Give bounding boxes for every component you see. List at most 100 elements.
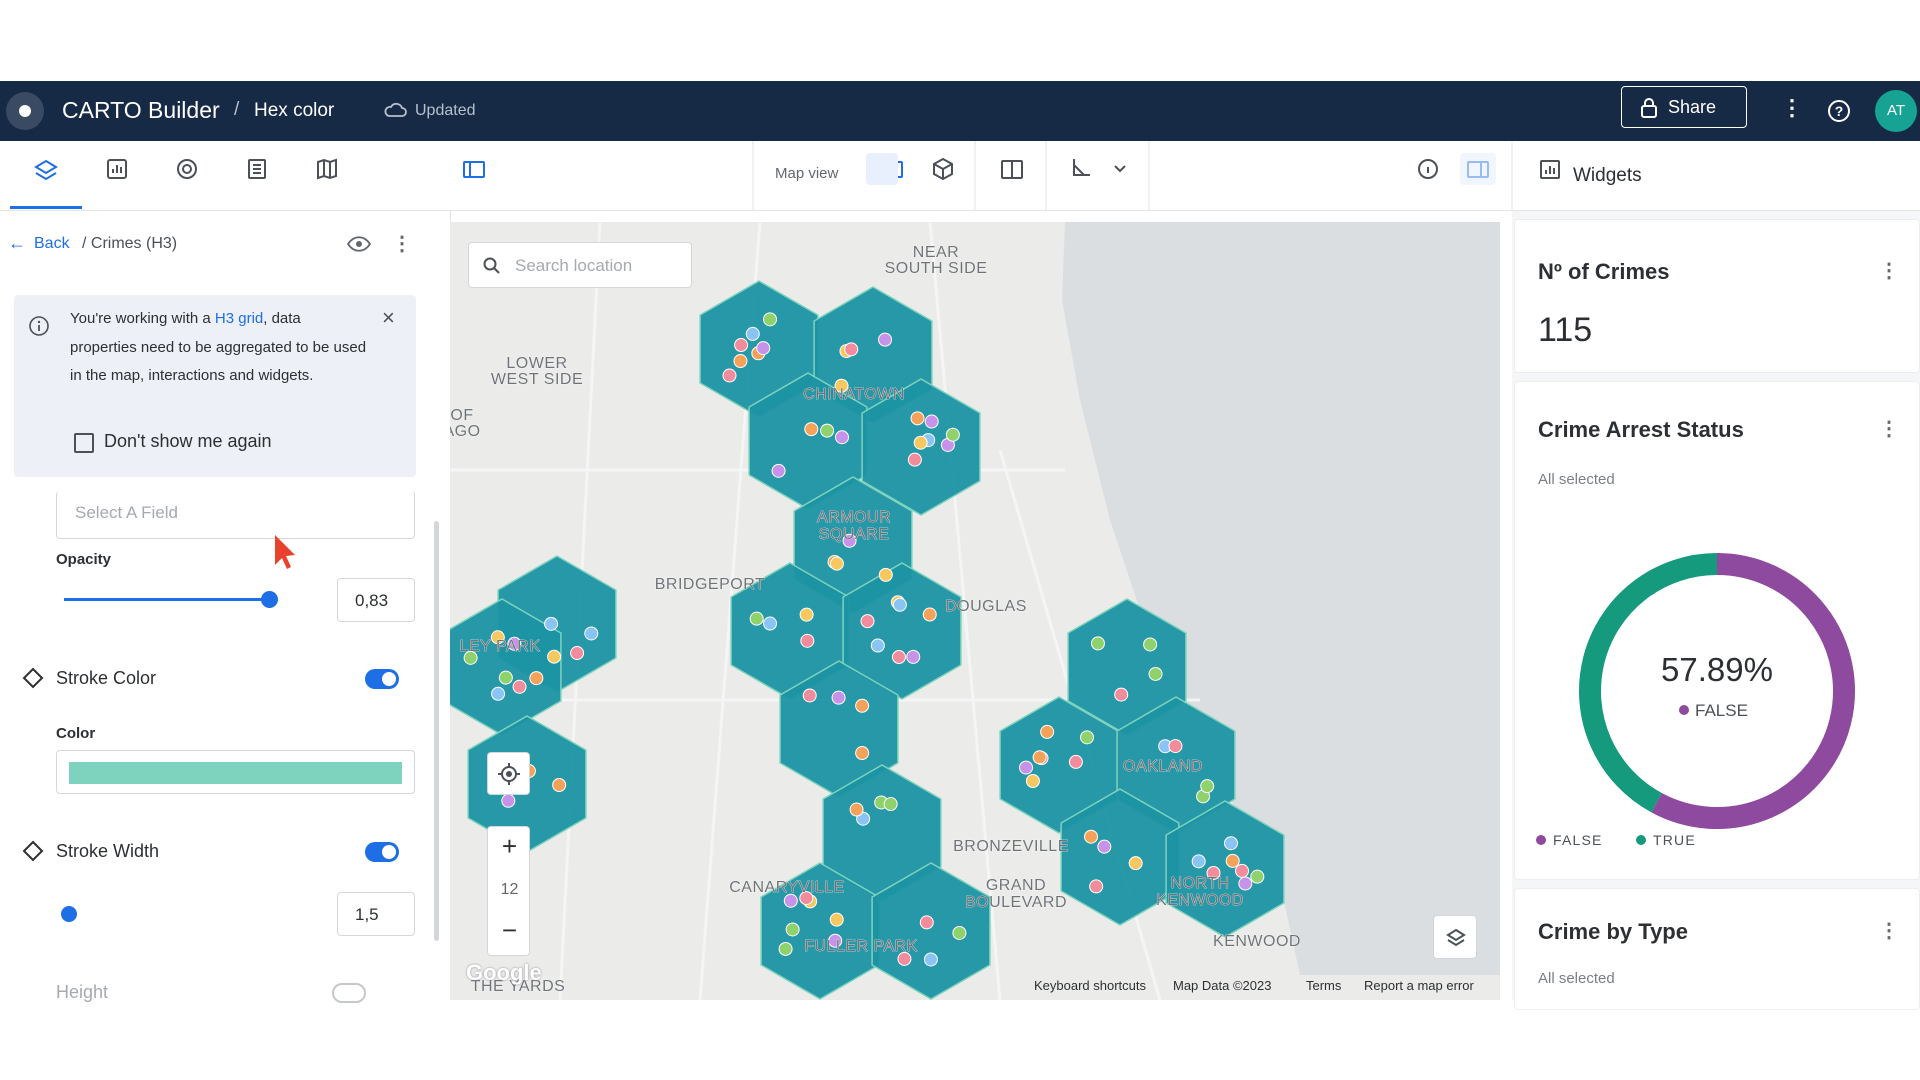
close-notice[interactable]: × [382, 305, 395, 330]
color-swatch [69, 762, 402, 784]
hex-cell [842, 562, 962, 700]
crime-point [1143, 637, 1158, 652]
crime-point [910, 411, 925, 426]
field-placeholder: Select A Field [75, 503, 179, 522]
widget-menu[interactable]: ⋮ [1879, 260, 1899, 282]
crime-point [783, 893, 798, 908]
field-select[interactable]: Select A Field [56, 491, 415, 539]
back-link[interactable]: Back [34, 235, 70, 252]
avatar[interactable]: AT [1875, 90, 1917, 132]
color-input[interactable] [56, 750, 415, 794]
crime-point [1090, 636, 1105, 651]
help-icon[interactable]: ? [1826, 98, 1852, 124]
crime-point [1191, 854, 1206, 869]
widget-menu[interactable]: ⋮ [1879, 920, 1899, 942]
crime-point [892, 597, 907, 612]
stroke-width-label: Stroke Width [56, 841, 160, 861]
zoom-control: + 12 − [487, 826, 530, 956]
legend-dot [1536, 835, 1546, 845]
widget-menu[interactable]: ⋮ [1879, 418, 1899, 440]
visibility-icon[interactable] [346, 235, 372, 253]
legend-label[interactable]: FALSE [1553, 832, 1603, 848]
dont-show-checkbox[interactable] [74, 433, 94, 453]
zoom-out[interactable]: − [501, 915, 518, 945]
map-name[interactable]: Hex color [254, 100, 335, 121]
share-button[interactable]: Share [1621, 86, 1747, 128]
map-label: LEY PARK [460, 638, 541, 655]
widget-title: Nº of Crimes [1538, 259, 1670, 284]
crime-point [745, 326, 760, 341]
stroke-width-diamond[interactable] [22, 840, 44, 862]
crime-point [804, 422, 819, 437]
map-label: THE YARDS [471, 978, 566, 995]
crime-point [855, 746, 870, 761]
crime-point [1080, 730, 1095, 745]
crime-point [907, 452, 922, 467]
back-arrow[interactable]: ← [8, 233, 26, 253]
info-notice: You're working with a H3 grid, data prop… [14, 295, 416, 477]
more-menu[interactable]: ⋮ [1781, 95, 1803, 120]
crime-point [1025, 773, 1040, 788]
widget-subtitle: All selected [1538, 471, 1615, 488]
crime-point [778, 941, 793, 956]
stroke-color-label: Stroke Color [56, 668, 157, 688]
widget-title: Crime Arrest Status [1538, 417, 1744, 442]
logo[interactable] [6, 92, 44, 130]
stroke-width-knob[interactable] [61, 906, 77, 922]
opacity-knob[interactable] [261, 591, 278, 608]
opacity-slider[interactable] [64, 598, 270, 601]
crime-point [923, 952, 938, 967]
google-logo: Google [466, 960, 542, 985]
crime-point [491, 686, 506, 701]
donut-segment[interactable] [1651, 553, 1855, 829]
map-label: BRONZEVILLE [953, 838, 1069, 855]
stroke-color-toggle[interactable] [365, 669, 399, 689]
crime-point [870, 638, 885, 653]
footer-link[interactable]: Keyboard shortcuts [1034, 978, 1147, 993]
stroke-width-toggle[interactable] [365, 842, 399, 862]
crime-point [849, 802, 864, 817]
crime-point [1238, 876, 1253, 891]
footer-link[interactable]: Report a map error [1364, 978, 1474, 993]
crime-point [722, 368, 737, 383]
toolbar: Map view Widgets [0, 141, 1920, 211]
basemap-button[interactable] [1433, 915, 1477, 959]
crime-point [1032, 750, 1047, 765]
zoom-in[interactable]: + [501, 831, 518, 861]
notice-link[interactable]: H3 grid [214, 310, 264, 327]
crime-point [552, 778, 567, 793]
crime-point [1148, 666, 1163, 681]
crime-point [919, 915, 934, 930]
height-label: Height [56, 982, 109, 1002]
search-box[interactable]: Search location [468, 242, 692, 288]
search-placeholder: Search location [515, 256, 633, 275]
crime-point [800, 633, 815, 648]
crime-point [878, 332, 893, 347]
map-label: AGO [450, 423, 481, 440]
stroke-color-diamond[interactable] [22, 667, 44, 689]
crime-point [756, 341, 771, 356]
crime-point [501, 793, 516, 808]
widget-card: Crime Arrest Status ⋮ All selected 57.89… [1514, 381, 1920, 880]
stroke-width-input[interactable]: 1,5 [337, 892, 415, 936]
donut-segment[interactable] [1579, 553, 1718, 813]
locate-button[interactable] [487, 752, 530, 795]
widget-subtitle: All selected [1538, 970, 1615, 987]
notice-text: You're working with a H3 grid, data prop… [70, 305, 370, 391]
crime-point [1223, 836, 1238, 851]
widgets-label[interactable]: Widgets [1573, 165, 1642, 186]
stroke-width-value: 1,5 [355, 905, 379, 924]
map-label: SOUTH SIDE [885, 260, 988, 277]
crime-point [1235, 863, 1250, 878]
map-label: SQUARE [819, 526, 890, 543]
scrollbar[interactable] [434, 521, 439, 941]
widget-value: 115 [1538, 311, 1593, 349]
footer-link[interactable]: Terms [1306, 978, 1342, 993]
crime-point [883, 797, 898, 812]
height-toggle[interactable] [332, 983, 366, 1003]
layer-menu[interactable]: ⋮ [392, 233, 412, 255]
legend-label[interactable]: TRUE [1653, 832, 1696, 848]
crime-point [734, 338, 749, 353]
opacity-input[interactable]: 0,83 [337, 578, 415, 622]
